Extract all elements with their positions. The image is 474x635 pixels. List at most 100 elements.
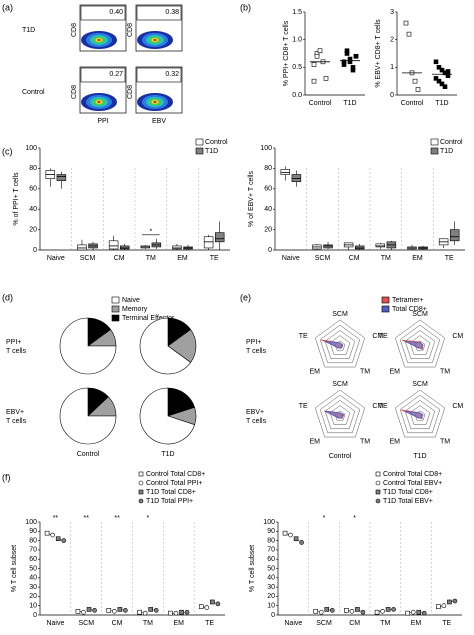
x-tick-label: Naive [47, 255, 65, 262]
point [441, 603, 447, 609]
legend-label: Control [205, 139, 228, 146]
point [445, 69, 451, 74]
legend-swatch [381, 296, 390, 304]
y-tick-label: 0 [271, 612, 275, 619]
box [172, 245, 182, 250]
point [61, 538, 67, 543]
row-label: Control [22, 89, 45, 96]
pie-slice [139, 387, 196, 445]
x-tick-label: EM [412, 255, 423, 262]
row-label: T cells [246, 418, 267, 425]
x-tick-label: Control [309, 100, 332, 107]
y-tick-label: 40 [29, 575, 37, 582]
x-tick-label: CM [114, 255, 125, 262]
point [433, 76, 439, 81]
y-tick-label: 50 [267, 565, 275, 572]
box [449, 229, 460, 242]
annotation: * [147, 515, 150, 522]
x-tick-label: TE [445, 255, 454, 262]
y-tick-label: 60 [29, 186, 37, 193]
legend-label: Control [440, 139, 463, 146]
y-tick-label: 60 [29, 556, 37, 563]
legend-swatch [111, 296, 120, 304]
point [311, 78, 317, 84]
gate-value: 0.32 [165, 71, 179, 78]
radar-ring [324, 400, 356, 429]
x-tick-label: Naive [284, 620, 302, 627]
point [81, 609, 86, 615]
point [324, 607, 330, 612]
y-tick-label: 80 [264, 165, 272, 172]
y-tick-label: 3 [390, 9, 394, 16]
point [153, 608, 159, 613]
point [349, 608, 355, 614]
x-tick-label: SCM [316, 620, 332, 627]
point [55, 536, 61, 542]
x-tick-label: TM [380, 620, 390, 627]
point [385, 607, 391, 612]
point [86, 607, 92, 612]
annotation: ** [114, 515, 120, 522]
x-tick-label: CM [349, 255, 360, 262]
density [153, 38, 157, 42]
legend-label: Naive [122, 297, 140, 304]
point [452, 598, 458, 604]
radar-series [324, 410, 344, 419]
y-axis-label: % of EBV+ T cells [248, 171, 255, 227]
x-tick-label: TE [205, 620, 214, 627]
x-tick-label: T1D [343, 100, 356, 107]
radar-axis-label: EM [390, 369, 401, 376]
legend-label: Control Total CD8+ [383, 471, 442, 478]
annotation: * [353, 515, 356, 522]
box [375, 243, 386, 248]
y-tick-label: 10 [267, 603, 275, 610]
radar-ring [404, 400, 436, 429]
y-tick-label: 2 [390, 37, 394, 44]
point [138, 480, 144, 486]
point [439, 67, 445, 73]
gate [80, 5, 126, 21]
y-tick-label: 80 [267, 537, 275, 544]
legend-label: Control Total EBV+ [383, 480, 442, 487]
radar-axis-label: EM [390, 439, 401, 446]
legend-label: Memory [122, 306, 148, 313]
legend-swatch [195, 138, 204, 146]
point [137, 609, 142, 615]
y-tick-label: 90 [267, 528, 275, 535]
box [56, 174, 67, 181]
point [442, 84, 448, 89]
annotation: * [149, 229, 152, 236]
x-tick-label: Naive [46, 620, 64, 627]
x-tick-label: CM [112, 620, 123, 627]
point [353, 53, 359, 59]
point [318, 609, 324, 615]
point [106, 608, 112, 613]
point [421, 610, 427, 616]
point [282, 530, 288, 536]
radar-ring [399, 324, 441, 364]
radar-axis-label: CM [372, 333, 383, 340]
box [203, 236, 214, 249]
point [410, 609, 416, 615]
panel-label: (e) [240, 292, 251, 302]
box [77, 244, 87, 251]
y-tick-label: 60 [267, 556, 275, 563]
box [323, 244, 333, 249]
box [119, 245, 130, 250]
point [92, 608, 97, 613]
point [311, 62, 317, 67]
point [360, 609, 366, 615]
point [415, 87, 421, 92]
radar-series [404, 340, 424, 349]
legend-swatch [381, 305, 390, 313]
radar-ring [324, 330, 356, 359]
y-axis-label: % T cell subset [11, 545, 18, 592]
y-axis-label: % T cell subset [249, 545, 256, 592]
y-tick-label: 20 [267, 593, 275, 600]
point [433, 59, 439, 65]
row-label: PPI+ [246, 339, 261, 346]
x-tick-label: TM [381, 255, 391, 262]
point [75, 608, 81, 614]
point [344, 48, 350, 54]
y-axis-label: % of PPI+ T cells [13, 172, 20, 226]
